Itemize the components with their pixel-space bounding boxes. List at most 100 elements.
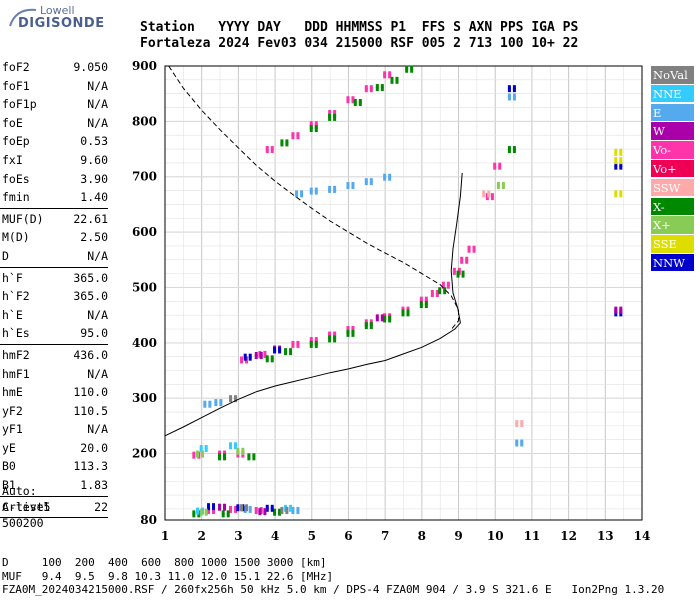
data-point (482, 193, 486, 198)
data-point (390, 79, 394, 84)
data-point (245, 504, 249, 509)
data-point (296, 343, 300, 348)
data-point (192, 454, 196, 459)
data-point (375, 87, 379, 92)
x-tick-label: 12 (560, 529, 577, 543)
parameter-label: fmin (2, 190, 30, 205)
data-point (501, 182, 505, 187)
data-point (196, 510, 200, 515)
y-tick-label: 900 (132, 59, 157, 73)
data-point (333, 185, 337, 190)
data-point (214, 399, 218, 404)
data-point (619, 190, 623, 195)
parameter-label: foF2 (2, 60, 30, 74)
data-point (270, 358, 274, 363)
legend-item: SSE (651, 235, 694, 253)
data-point (328, 113, 332, 118)
legend-item: NNW (651, 253, 694, 272)
data-point (351, 99, 355, 104)
x-tick-label: 14 (634, 529, 651, 543)
data-point (512, 85, 516, 90)
data-point (364, 85, 368, 90)
data-point (270, 355, 274, 360)
data-point (248, 353, 252, 358)
auto-line-3: 500200 (2, 516, 44, 530)
data-point (401, 312, 405, 317)
data-point (236, 447, 240, 452)
data-point (223, 450, 227, 455)
parameter-value: 9.60 (80, 152, 108, 167)
legend-item: NNE (651, 84, 694, 103)
data-point (223, 456, 227, 461)
data-point (278, 346, 282, 351)
data-point (229, 508, 233, 513)
data-point (247, 453, 251, 458)
data-point (212, 503, 216, 508)
polarization-legend: NoVal NNE E W Vo- Vo+ SSW X- X+ SSE NNW (651, 66, 695, 273)
data-point (346, 96, 350, 101)
data-point (430, 293, 434, 297)
parameter-separator (0, 517, 108, 519)
data-point (460, 256, 464, 261)
data-point (482, 190, 486, 195)
data-point (388, 313, 392, 318)
data-point (446, 284, 450, 289)
data-point (314, 337, 318, 342)
data-point (273, 511, 277, 516)
parameter-label: hmF2 (2, 347, 30, 362)
profile-curve (164, 172, 463, 437)
data-point (441, 281, 445, 286)
data-point (241, 447, 245, 452)
data-point (203, 400, 207, 405)
data-point (226, 513, 230, 518)
data-point (229, 395, 233, 400)
data-point (218, 506, 222, 511)
legend-item: X+ (651, 216, 694, 234)
data-point (496, 182, 500, 187)
data-point (512, 146, 516, 151)
data-point (223, 506, 227, 511)
data-point (296, 510, 300, 515)
data-point (284, 504, 288, 509)
logo-digisonde: DIGISONDE (18, 16, 105, 31)
data-point (353, 98, 357, 103)
data-point (212, 506, 216, 511)
parameter-value: 110.0 (73, 385, 108, 400)
legend-item: NoVal (651, 66, 694, 84)
data-point (467, 245, 471, 250)
data-point (512, 96, 516, 101)
data-point (515, 420, 519, 425)
data-point (364, 88, 368, 93)
data-point (346, 185, 350, 190)
data-point (351, 182, 355, 187)
data-point (619, 162, 623, 167)
data-point (435, 290, 439, 294)
data-point (219, 399, 223, 404)
data-point (296, 507, 300, 512)
data-point (380, 84, 384, 89)
parameter-row: D N/A (0, 247, 110, 266)
data-point (410, 68, 414, 73)
data-point (328, 338, 332, 343)
data-point (346, 332, 350, 337)
parameter-value: 0.53 (80, 134, 108, 149)
parameter-label: B1 (2, 478, 16, 493)
data-point (507, 88, 511, 93)
data-point (314, 340, 318, 345)
x-tick-label: 10 (487, 529, 504, 543)
data-point (309, 343, 313, 348)
data-point (229, 445, 233, 450)
data-point (456, 270, 460, 275)
data-point (201, 453, 205, 458)
data-point (265, 146, 269, 151)
data-point (614, 193, 618, 198)
data-point (487, 193, 491, 198)
legend-item: SSW (651, 178, 694, 197)
parameter-row: B1 1.83 (0, 476, 110, 495)
data-point (280, 139, 284, 144)
data-point (245, 507, 249, 512)
data-point (395, 79, 399, 84)
data-point (203, 403, 207, 408)
data-point (278, 508, 282, 513)
data-point (452, 267, 456, 272)
